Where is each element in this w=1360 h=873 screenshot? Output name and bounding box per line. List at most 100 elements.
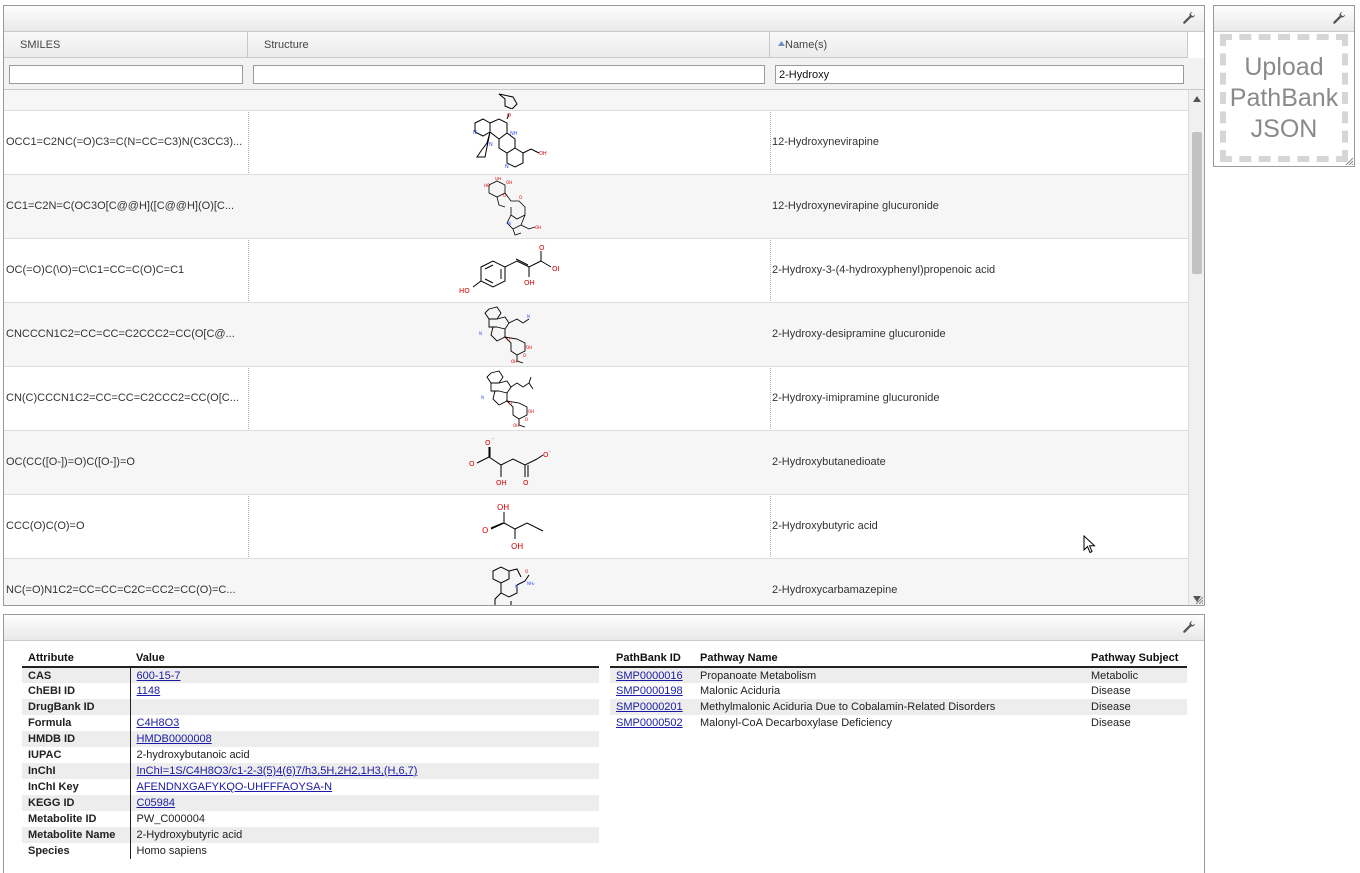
- svg-text:OH: OH: [511, 542, 523, 551]
- svg-text:OH: OH: [552, 265, 559, 273]
- svg-text:N: N: [508, 221, 511, 226]
- name-cell: 2-Hydroxy-3-(4-hydroxyphenyl)propenoic a…: [772, 264, 996, 276]
- pathbank-id-cell: SMP0000016: [610, 667, 694, 683]
- value-column-header: Value: [130, 650, 599, 668]
- attribute-key: DrugBank ID: [22, 699, 131, 715]
- column-header-smiles[interactable]: SMILES: [4, 32, 248, 58]
- grid-panel-header: [4, 6, 1204, 32]
- attribute-row: HMDB ID HMDB0000008: [22, 731, 599, 747]
- pathway-name-cell: Methylmalonic Aciduria Due to Cobalamin-…: [694, 699, 1085, 715]
- pathway-name-cell: Malonyl-CoA Decarboxylase Deficiency: [700, 717, 892, 729]
- attribute-table: Attribute Value CAS 600-15-7 ChEBI ID 1148 D…: [22, 650, 599, 859]
- upload-pathbank-json-dropzone[interactable]: Upload PathBank JSON: [1220, 34, 1348, 162]
- attribute-value: AFENDNXGAFYKQO-UHFFFAOYSA-N: [130, 779, 599, 795]
- svg-text:NH: NH: [510, 131, 518, 137]
- name-cell: 2-Hydroxybutanedioate: [772, 456, 886, 468]
- name-cell: 12-Hydroxynevirapine: [772, 136, 879, 148]
- svg-text:O: O: [507, 113, 511, 119]
- attribute-key: InChI: [22, 763, 131, 779]
- attribute-value-link[interactable]: InChI=1S/C4H8O3/c1-2-3(5)4(6)7/h3,5H,2H2…: [136, 765, 418, 777]
- attribute-column-header: Attribute: [22, 650, 130, 668]
- detail-panel-header: [4, 615, 1204, 641]
- attribute-row: DrugBank ID: [22, 699, 599, 715]
- svg-text:O: O: [503, 193, 506, 198]
- svg-text:OH: OH: [511, 359, 517, 364]
- attribute-key: Species: [22, 843, 131, 859]
- attribute-value-link[interactable]: C05984: [136, 797, 176, 809]
- svg-text:OH: OH: [528, 409, 534, 414]
- svg-text:N: N: [479, 331, 482, 336]
- pathbank-id-link[interactable]: SMP0000198: [616, 685, 683, 697]
- mouse-pointer-icon: [1083, 535, 1096, 554]
- name-filter-input[interactable]: [775, 65, 1184, 84]
- pathway-name-cell: Malonic Aciduria: [700, 685, 781, 697]
- attribute-value: 600-15-7: [130, 667, 599, 683]
- attribute-row: KEGG ID C05984: [22, 795, 599, 811]
- svg-text:N: N: [515, 584, 518, 589]
- scroll-up-arrow-icon[interactable]: [1193, 96, 1201, 102]
- smiles-cell: NC(=O)N1C2=CC=CC=C2C=CC2=CC(O)=C...: [6, 584, 236, 596]
- table-row[interactable]: CCC(O)C(O)=O OH O OH 2-Hydroxybutyric ac…: [4, 495, 1188, 559]
- table-row[interactable]: OC(=O)C(\O)=C\C1=CC=C(O)C=C1 O OH OH H: [4, 239, 1188, 303]
- wrench-icon[interactable]: [1182, 11, 1196, 25]
- attribute-key: Formula: [22, 715, 131, 731]
- name-cell: [772, 90, 1182, 110]
- attribute-value: 2-hydroxybutanoic acid: [136, 749, 250, 761]
- metabolite-detail-panel: Attribute Value CAS 600-15-7 ChEBI ID 1148 D…: [3, 614, 1205, 873]
- resize-handle-icon[interactable]: [1345, 157, 1353, 165]
- wrench-icon[interactable]: [1182, 620, 1196, 634]
- attribute-value: InChI=1S/C4H8O3/c1-2-3(5)4(6)7/h3,5H,2H2…: [130, 763, 599, 779]
- grid-scrollbar[interactable]: [1188, 90, 1204, 605]
- pathbank-id-link[interactable]: SMP0000201: [616, 701, 683, 713]
- svg-text:O: O: [485, 439, 491, 447]
- pathway-subject-cell: Disease: [1091, 685, 1131, 697]
- attribute-value-link[interactable]: HMDB0000008: [136, 733, 212, 745]
- wrench-icon[interactable]: [1332, 11, 1346, 25]
- attribute-key: Metabolite ID: [22, 811, 131, 827]
- structure-image: OH O OH: [482, 503, 544, 551]
- svg-text:O: O: [469, 460, 475, 468]
- smiles-cell: OC(=O)C(\O)=C\C1=CC=C(O)C=C1: [6, 264, 185, 276]
- svg-text:HO: HO: [459, 287, 470, 295]
- smiles-cell: [6, 90, 246, 110]
- structure-image: O NH N N N OH: [473, 113, 547, 170]
- smiles-cell: OCC1=C2NC(=O)C3=C(N=CC=C3)N(C3CC3)...: [6, 136, 243, 148]
- scroll-down-arrow-icon[interactable]: [1193, 596, 1201, 602]
- attribute-value-link[interactable]: C4H8O3: [136, 717, 180, 729]
- pathway-subject-cell: Disease: [1091, 717, 1131, 729]
- pathbank-id-link[interactable]: SMP0000502: [616, 717, 683, 729]
- svg-text:OH: OH: [535, 225, 541, 230]
- attribute-key: KEGG ID: [22, 795, 131, 811]
- attribute-value: C4H8O3: [130, 715, 599, 731]
- sort-ascending-icon: [778, 41, 785, 47]
- attribute-value-link[interactable]: 1148: [136, 685, 161, 697]
- column-header-names[interactable]: Name(s): [770, 32, 1188, 58]
- pathbank-id-link[interactable]: SMP0000016: [616, 669, 683, 682]
- attribute-value: C05984: [130, 795, 599, 811]
- pathway-name-column-header: Pathway Name: [694, 650, 1085, 668]
- column-header-structure[interactable]: Structure: [248, 32, 770, 58]
- attribute-value: Homo sapiens: [136, 845, 207, 857]
- svg-text:HO: HO: [484, 183, 490, 188]
- upload-panel-header: [1214, 6, 1354, 32]
- smiles-filter-input[interactable]: [9, 65, 243, 84]
- table-row[interactable]: CC1=C2N=C(OC3O[C@@H]([C@@H](O)[C... HO O…: [4, 175, 1188, 239]
- scroll-thumb[interactable]: [1192, 132, 1202, 274]
- table-row[interactable]: [4, 90, 1188, 111]
- pathway-table: PathBank ID Pathway Name Pathway Subject…: [610, 650, 1187, 731]
- attribute-key: HMDB ID: [22, 731, 131, 747]
- table-row[interactable]: CNCCCN1C2=CC=CC=C2CCC2=CC(O[C@... N N O …: [4, 303, 1188, 367]
- table-row[interactable]: OCC1=C2NC(=O)C3=C(N=CC=C3)N(C3CC3)... O …: [4, 111, 1188, 175]
- table-row[interactable]: CN(C)CCCN1C2=CC=CC=C2CCC2=CC(O[C... N O …: [4, 367, 1188, 431]
- table-row[interactable]: NC(=O)N1C2=CC=CC=C2C=CC2=CC(O)=C... O NH…: [4, 559, 1188, 605]
- resize-handle-icon[interactable]: [1195, 596, 1203, 604]
- attribute-value: PW_C000004: [136, 813, 206, 825]
- pathbank-id-cell: SMP0000201: [610, 699, 694, 715]
- svg-text:O: O: [525, 569, 528, 574]
- structure-filter-input[interactable]: [253, 65, 765, 84]
- attribute-value-link[interactable]: AFENDNXGAFYKQO-UHFFFAOYSA-N: [136, 781, 333, 793]
- structure-image: N O OH OH O: [481, 370, 534, 428]
- table-row[interactable]: OC(CC([O-])=O)C([O-])=O O - O OH O O: [4, 431, 1188, 495]
- attribute-row: Formula C4H8O3: [22, 715, 599, 731]
- attribute-value-link[interactable]: 600-15-7: [136, 669, 181, 682]
